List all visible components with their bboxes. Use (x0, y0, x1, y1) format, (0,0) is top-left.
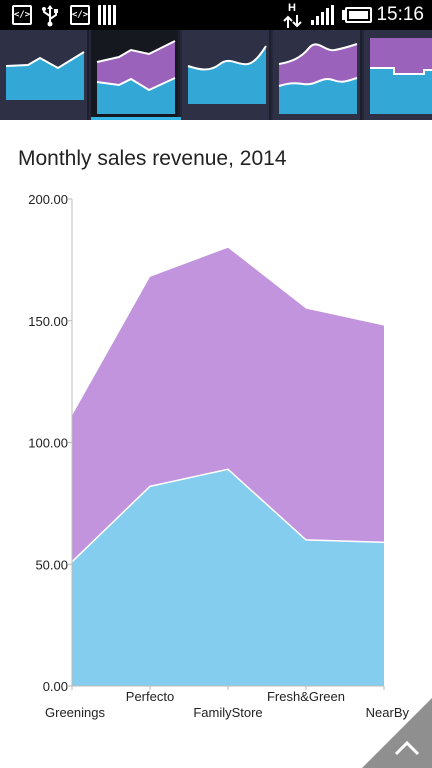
y-tick-label: 50.00 (35, 557, 68, 572)
selected-thumbnail-indicator (91, 117, 181, 120)
series-1-boundary-line (71, 468, 385, 563)
x-tick-label: Perfecto (126, 689, 174, 704)
chart-type-thumbnail-strip[interactable] (0, 30, 432, 120)
x-tick-label: Greenings (45, 705, 105, 720)
x-tick-label: NearBy (366, 705, 410, 720)
y-tick-label: 150.00 (28, 314, 68, 329)
y-tick-label: 200.00 (28, 192, 68, 207)
chart-title: Monthly sales revenue, 2014 (18, 147, 287, 170)
x-tick-label: Fresh&Green (267, 689, 345, 704)
spline-area-chart-thumbnail[interactable] (182, 30, 271, 120)
stacked-step-area-chart-thumbnail[interactable] (364, 30, 432, 120)
battery-icon (342, 7, 372, 27)
series-1-area (72, 469, 384, 686)
stacked-area-chart: 0.00 50.00 100.00 150.00 200.00 Greenings Perf… (28, 192, 410, 720)
signal-icon (311, 5, 335, 25)
sd-card-icon (98, 5, 116, 25)
stacked-area-chart-thumbnail[interactable] (91, 30, 180, 120)
y-tick-label: 100.00 (28, 436, 68, 451)
chevron-up-icon (394, 740, 420, 756)
data-transfer-icon: H (282, 2, 304, 28)
stacked-spline-area-chart-thumbnail[interactable] (273, 30, 362, 120)
code-icon: </> (12, 5, 32, 25)
status-bar: </> </> H (0, 0, 432, 30)
network-type-label: H (288, 2, 296, 14)
series-2-area (72, 247, 384, 562)
status-bar-clock: 15:16 (376, 4, 424, 25)
code-icon: </> (70, 5, 90, 25)
area-chart-thumbnail[interactable] (0, 30, 89, 120)
x-tick-label: FamilyStore (193, 705, 262, 720)
expand-panel-button[interactable] (362, 698, 432, 768)
usb-icon (40, 5, 60, 27)
y-tick-label: 0.00 (43, 679, 68, 694)
